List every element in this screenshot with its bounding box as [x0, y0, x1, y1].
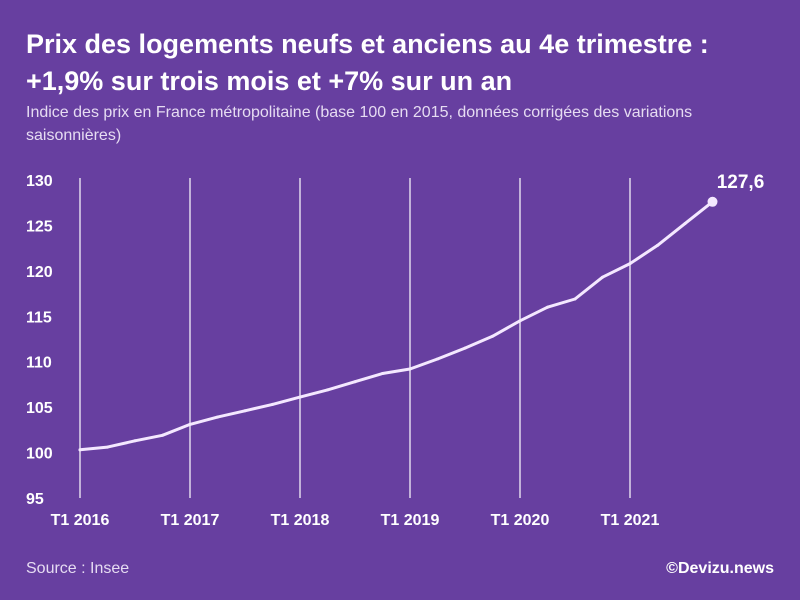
data-point — [326, 388, 329, 392]
last-point-marker — [707, 196, 718, 207]
data-point — [601, 275, 604, 279]
last-value-label: 127,6 — [717, 172, 765, 193]
y-tick-label: 115 — [26, 309, 52, 326]
x-tick-label: T1 2017 — [161, 512, 220, 529]
data-point — [188, 422, 192, 426]
data-point — [683, 222, 687, 226]
y-tick-label: 130 — [26, 173, 53, 190]
x-axis-labels: T1 2016 T1 2017 T1 2018 T1 2019 T1 2020 T1 20… — [51, 512, 660, 529]
x-tick-label: T1 2016 — [51, 512, 110, 529]
data-point — [106, 445, 109, 449]
x-tick-label: T1 2021 — [601, 512, 660, 529]
gridlines — [79, 178, 631, 498]
y-axis-labels: 95 100 105 110 115 120 125 130 — [26, 173, 53, 508]
x-tick-label: T1 2019 — [381, 512, 440, 529]
chart-subtitle: Indice des prix en France métropolitaine… — [26, 104, 693, 144]
y-tick-label: 125 — [26, 218, 53, 235]
data-point — [436, 357, 439, 361]
y-tick-label: 95 — [26, 491, 44, 508]
data-point — [133, 439, 137, 443]
source-note: Source : Insee — [26, 560, 130, 577]
data-point — [298, 395, 302, 399]
chart-title-line1: Prix des logements neufs et anciens au 4… — [26, 29, 709, 59]
data-point — [573, 297, 577, 301]
y-tick-label: 120 — [26, 264, 53, 281]
chart-title-line2: +1,9% sur trois mois et +7% sur un an — [26, 66, 513, 96]
data-point — [546, 305, 549, 309]
data-point — [216, 415, 219, 419]
data-point — [518, 319, 522, 323]
y-tick-label: 110 — [26, 355, 52, 372]
credit-label: ©Devizu.news — [666, 560, 774, 577]
data-point — [78, 448, 82, 452]
x-tick-label: T1 2020 — [491, 512, 550, 529]
chart-title: Prix des logements neufs et anciens au 4… — [26, 26, 786, 100]
data-point — [161, 433, 164, 437]
x-tick-label: T1 2018 — [271, 512, 330, 529]
data-point — [656, 243, 659, 247]
data-point — [243, 409, 247, 413]
data-point — [381, 372, 384, 376]
price-index-line — [78, 200, 714, 452]
data-point — [353, 380, 357, 384]
data-point — [463, 346, 467, 350]
data-point — [408, 367, 412, 371]
data-point — [628, 262, 632, 266]
data-point — [491, 334, 494, 338]
y-tick-label: 100 — [26, 446, 53, 463]
y-tick-label: 105 — [26, 400, 53, 417]
data-point — [271, 402, 274, 406]
data-points — [78, 200, 714, 452]
